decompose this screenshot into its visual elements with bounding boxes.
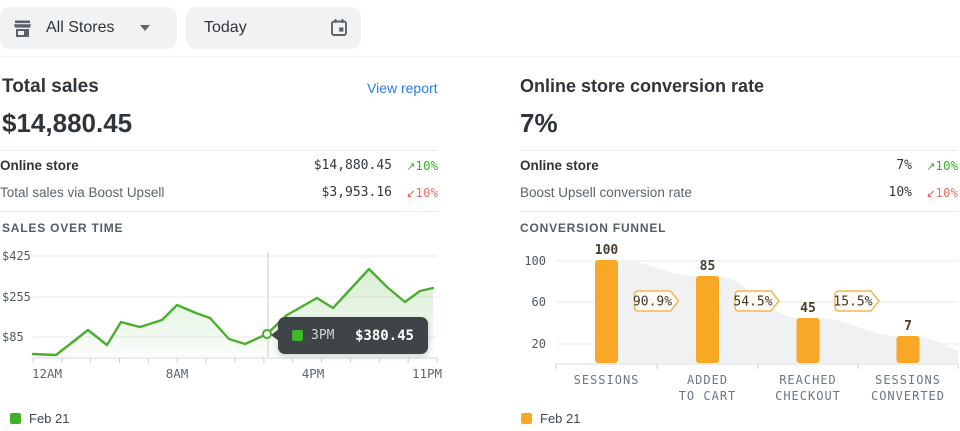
metric-value: $14,880.45 [313, 158, 392, 173]
metric-row-online-store-rate: Online store 7% ↗10% [520, 152, 958, 179]
trend-down-icon: ↙ [406, 187, 416, 200]
funnel-chart-legend: Feb 21 [521, 410, 580, 426]
total-sales-breakdown: Online store $14,880.45 ↗10% Total sales… [0, 152, 438, 206]
metric-label: Total sales via Boost Upsell [0, 185, 165, 200]
metric-value: $3,953.16 [321, 185, 392, 200]
svg-text:90.9%: 90.9% [633, 295, 672, 310]
sales-over-time-header: SALES OVER TIME [2, 221, 124, 235]
svg-text:100: 100 [595, 243, 619, 258]
conversion-funnel-chart[interactable]: 100 60 20 100 85 45 7 90.9% 54.5% 15.5% SESSIONS AD… [480, 240, 960, 410]
svg-text:20: 20 [532, 337, 546, 351]
trend-up-icon: ↗ [926, 160, 936, 173]
metric-value: 7% [896, 158, 912, 173]
metric-row-boost-upsell-rate: Boost Upsell conversion rate 10% ↙10% [520, 179, 958, 206]
conversion-rate-value: 7% [520, 108, 558, 138]
total-sales-value: $14,880.45 [2, 108, 133, 138]
total-sales-title: Total sales [2, 76, 99, 97]
store-selector-label: All Stores [46, 19, 115, 36]
tooltip-series-swatch [292, 330, 303, 341]
svg-text:$85: $85 [2, 330, 24, 344]
tooltip-time: 3PM [311, 328, 335, 343]
view-report-link[interactable]: View report [367, 80, 438, 96]
trend-down-icon: ↙ [926, 187, 936, 200]
metric-label: Online store [520, 158, 599, 173]
svg-text:85: 85 [700, 259, 716, 274]
metric-change-down: ↙10% [926, 185, 958, 200]
metric-label: Boost Upsell conversion rate [520, 185, 692, 200]
svg-text:100: 100 [524, 254, 546, 268]
store-selector-button[interactable]: All Stores [0, 7, 177, 49]
svg-text:$255: $255 [2, 290, 31, 304]
metric-label: Online store [0, 158, 79, 173]
svg-text:12AM: 12AM [32, 366, 62, 381]
svg-text:54.5%: 54.5% [733, 295, 772, 310]
svg-text:11PM: 11PM [412, 366, 442, 381]
metric-row-boost-upsell-sales: Total sales via Boost Upsell $3,953.16 ↙… [0, 179, 438, 206]
svg-text:SESSIONS: SESSIONS [574, 373, 640, 387]
metric-change-up: ↗10% [926, 158, 958, 173]
tooltip-value: $380.45 [354, 327, 414, 344]
chart-tooltip: 3PM $380.45 [271, 317, 428, 354]
divider [520, 211, 958, 212]
divider [0, 150, 438, 151]
svg-text:60: 60 [532, 295, 546, 309]
svg-text:8AM: 8AM [166, 366, 189, 381]
legend-label: Feb 21 [29, 410, 70, 426]
svg-text:TO CART: TO CART [679, 389, 737, 403]
svg-text:45: 45 [800, 301, 816, 316]
legend-swatch-green [10, 412, 21, 424]
divider [0, 211, 438, 212]
svg-text:$425: $425 [2, 249, 31, 263]
conversion-funnel-header: CONVERSION FUNNEL [520, 221, 667, 235]
date-selector-label: Today [204, 19, 247, 36]
svg-text:ADDED: ADDED [687, 373, 728, 387]
svg-text:CHECKOUT: CHECKOUT [775, 389, 841, 403]
legend-swatch-orange [521, 412, 532, 424]
calendar-icon [329, 18, 349, 38]
legend-label: Feb 21 [540, 410, 581, 426]
metric-value: 10% [888, 185, 912, 200]
svg-text:SESSIONS: SESSIONS [875, 373, 941, 387]
trend-up-icon: ↗ [406, 160, 416, 173]
metric-row-online-store: Online store $14,880.45 ↗10% [0, 152, 438, 179]
sales-chart-legend: Feb 21 [10, 410, 69, 426]
svg-text:REACHED: REACHED [779, 373, 837, 387]
storefront-icon [12, 19, 33, 38]
svg-text:CONVERTED: CONVERTED [871, 389, 945, 403]
metric-change-down: ↙10% [406, 185, 438, 200]
date-selector-button[interactable]: Today [186, 7, 361, 49]
conversion-breakdown: Online store 7% ↗10% Boost Upsell conver… [520, 152, 958, 206]
svg-text:15.5%: 15.5% [833, 295, 872, 310]
divider [520, 150, 958, 151]
conversion-rate-title: Online store conversion rate [520, 76, 765, 96]
svg-text:7: 7 [904, 319, 912, 334]
chevron-down-icon [140, 25, 151, 31]
topbar-divider [0, 56, 960, 57]
svg-text:4PM: 4PM [302, 366, 325, 381]
metric-change-up: ↗10% [406, 158, 438, 173]
